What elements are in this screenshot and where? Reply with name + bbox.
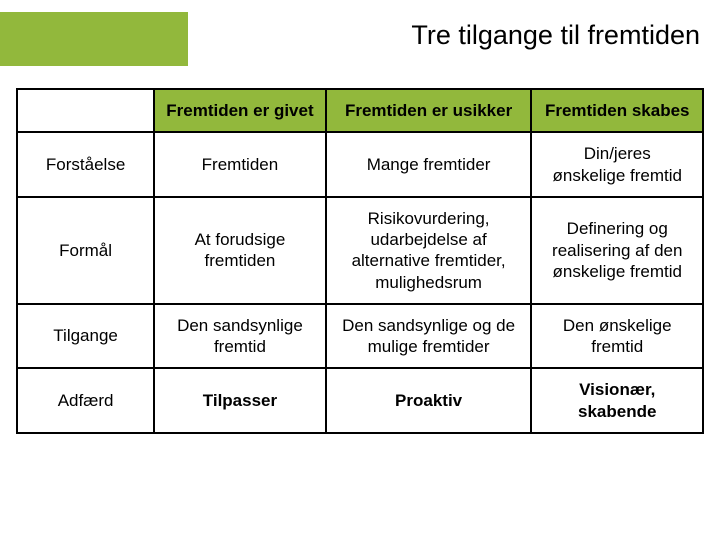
- table-cell: Mange fremtider: [326, 132, 532, 197]
- table-body: ForståelseFremtidenMange fremtiderDin/je…: [17, 132, 703, 433]
- cell-line: skabende: [540, 401, 694, 422]
- table-row: FormålAt forudsige fremtidenRisikovurder…: [17, 197, 703, 304]
- table-cell: Fremtiden: [154, 132, 326, 197]
- table-cell: Visionær,skabende: [531, 368, 703, 433]
- cell-line: ønskelige fremtid: [540, 165, 694, 186]
- row-header: Tilgange: [17, 304, 154, 369]
- table-cell: Din/jeresønskelige fremtid: [531, 132, 703, 197]
- table-cell: Den sandsynlige og de mulige fremtider: [326, 304, 532, 369]
- row-header: Forståelse: [17, 132, 154, 197]
- slide-title: Tre tilgange til fremtiden: [200, 20, 700, 51]
- row-header: Formål: [17, 197, 154, 304]
- table-cell: Den ønskelige fremtid: [531, 304, 703, 369]
- col-header-3: Fremtiden skabes: [531, 89, 703, 132]
- comparison-table: Fremtiden er givet Fremtiden er usikker …: [16, 88, 704, 434]
- table-cell: Definering og realisering af den ønskeli…: [531, 197, 703, 304]
- accent-bar: [0, 12, 188, 66]
- table-cell: Tilpasser: [154, 368, 326, 433]
- col-header-1: Fremtiden er givet: [154, 89, 326, 132]
- cell-line: Visionær,: [540, 379, 694, 400]
- table-cell: Risikovurdering, udarbejdelse af alterna…: [326, 197, 532, 304]
- table-cell: Den sandsynlige fremtid: [154, 304, 326, 369]
- comparison-table-wrap: Fremtiden er givet Fremtiden er usikker …: [16, 88, 704, 434]
- table-row: ForståelseFremtidenMange fremtiderDin/je…: [17, 132, 703, 197]
- table-header-row: Fremtiden er givet Fremtiden er usikker …: [17, 89, 703, 132]
- col-header-2: Fremtiden er usikker: [326, 89, 532, 132]
- table-row: AdfærdTilpasserProaktivVisionær,skabende: [17, 368, 703, 433]
- cell-line: Din/jeres: [540, 143, 694, 164]
- table-cell: Proaktiv: [326, 368, 532, 433]
- row-header: Adfærd: [17, 368, 154, 433]
- table-row: TilgangeDen sandsynlige fremtidDen sands…: [17, 304, 703, 369]
- table-corner-cell: [17, 89, 154, 132]
- table-cell: At forudsige fremtiden: [154, 197, 326, 304]
